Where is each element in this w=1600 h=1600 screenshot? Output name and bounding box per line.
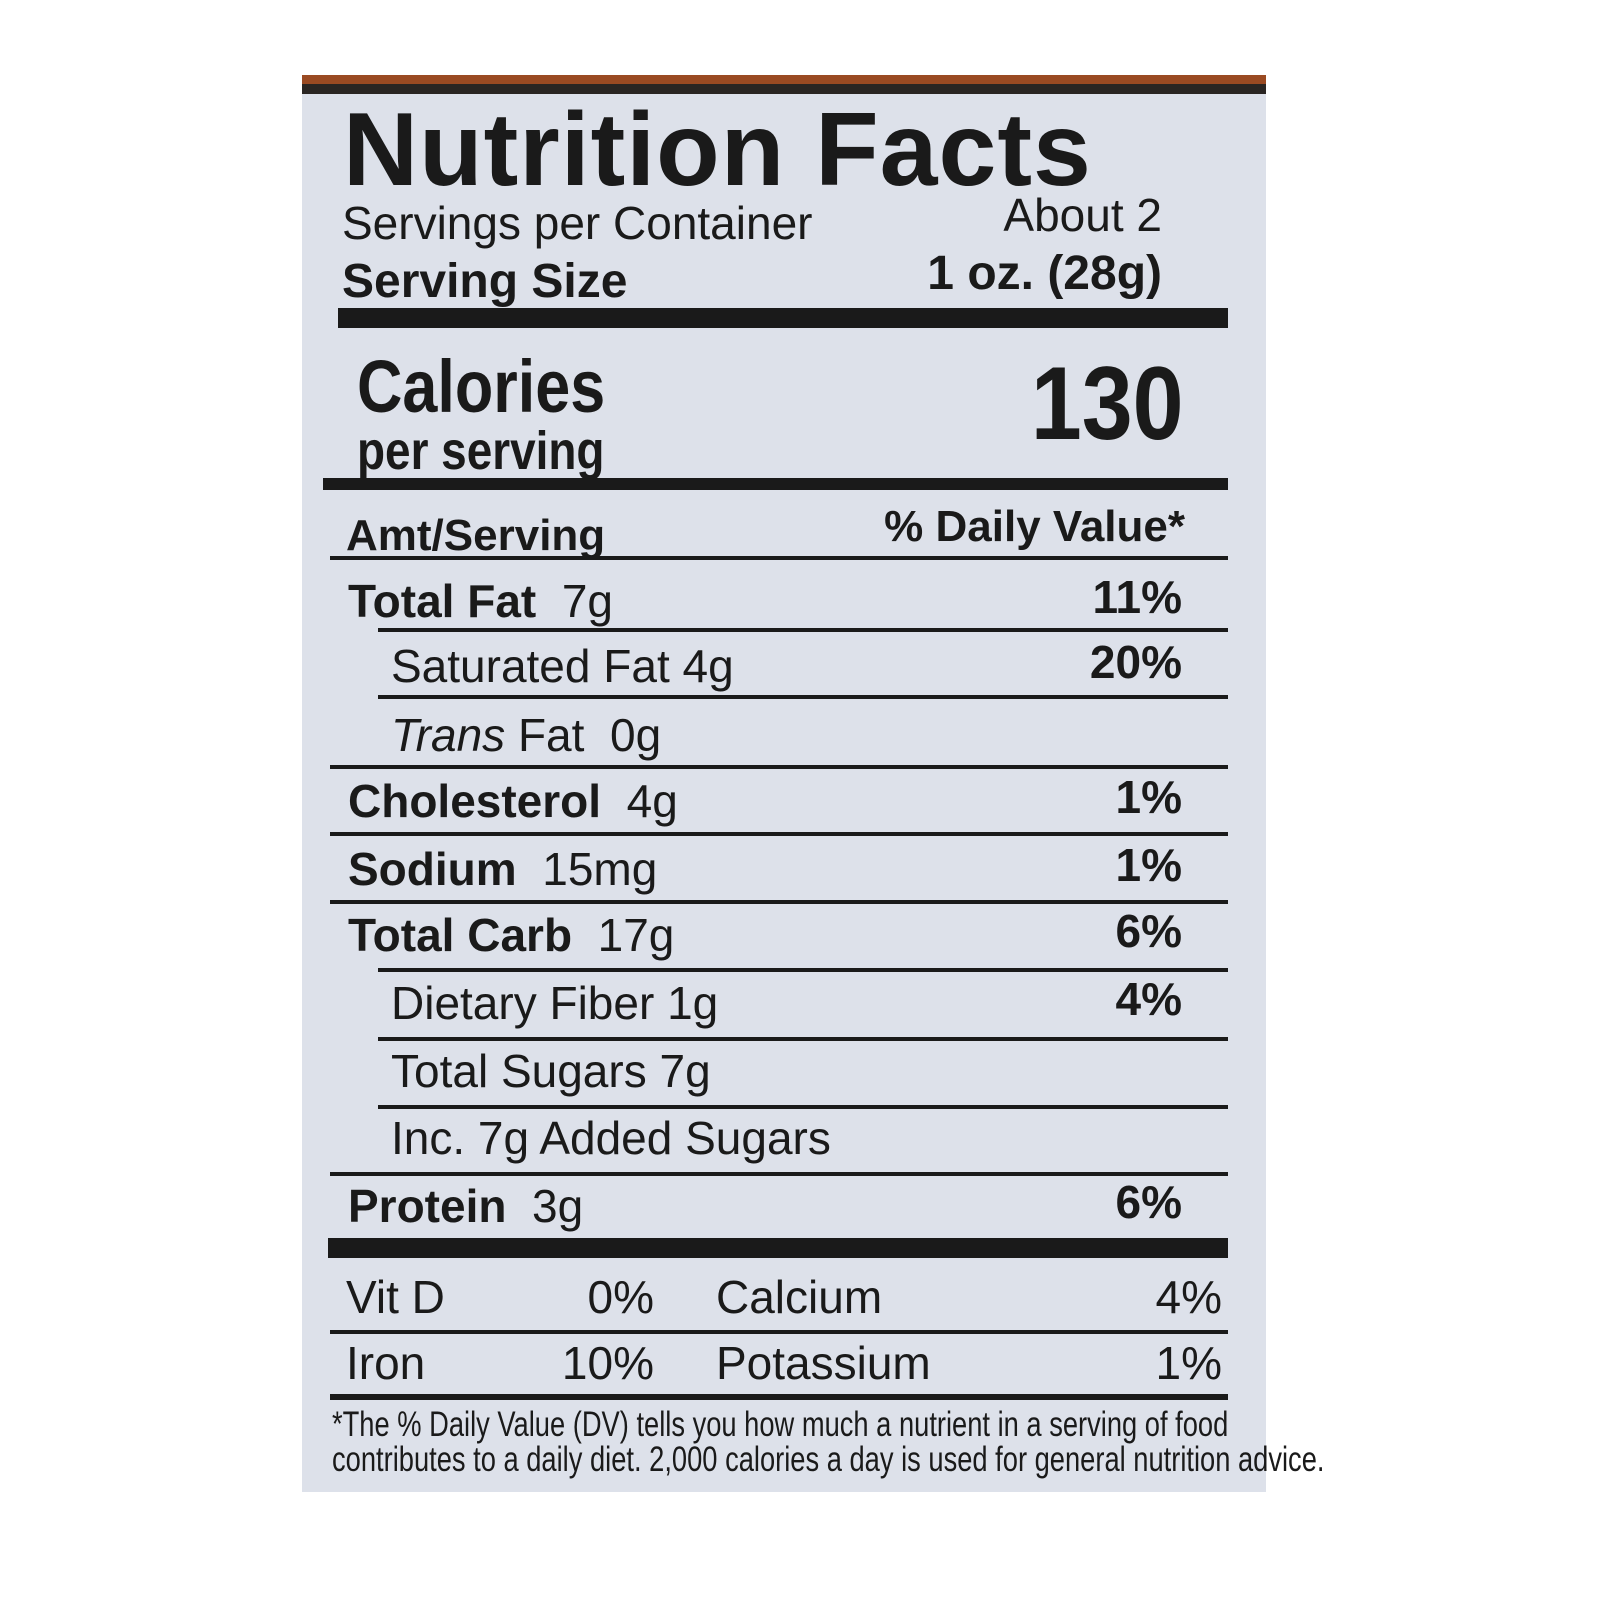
nutrient-daily-value: 1% (1115, 839, 1182, 891)
nutrient-amount: 4g (626, 775, 678, 827)
daily-value-header: % Daily Value* (884, 502, 1185, 551)
nutrient-name: Cholesterol (348, 775, 602, 827)
amt-serving-header: Amt/Serving (346, 511, 606, 560)
thick-divider (328, 1238, 1228, 1258)
thick-divider (338, 308, 1228, 328)
serving-size-label: Serving Size (342, 255, 628, 308)
vitamin-dv: 1% (1155, 1337, 1222, 1389)
nutrient-amount: 1g (667, 977, 719, 1029)
divider (378, 1037, 1228, 1041)
nutrient-daily-value: 6% (1115, 1176, 1182, 1228)
nutrient-name: Total Fat (348, 575, 537, 627)
nutrient-name-suffix: Fat (517, 709, 585, 761)
package-edge (302, 75, 1266, 84)
nutrient-name: Total Carb (348, 909, 573, 961)
divider (330, 900, 1228, 904)
nutrient-amount: 15mg (542, 843, 658, 895)
nutrient-amount: 7g (659, 1045, 711, 1097)
nutrient-row: Saturated Fat 4g (391, 643, 734, 689)
vitamin-dv: 10% (561, 1337, 654, 1389)
footnote-line: contributes to a daily diet. 2,000 calor… (332, 1440, 1325, 1479)
vitamin-name: Vit D (346, 1271, 445, 1323)
vitamin-name: Calcium (716, 1271, 883, 1323)
nutrient-name: Inc. 7g Added Sugars (391, 1112, 831, 1164)
nutrient-name: Protein (348, 1180, 507, 1232)
nutrient-amount: 4g (682, 640, 734, 692)
nutrient-row: Dietary Fiber 1g (391, 980, 718, 1026)
nutrient-daily-value: 4% (1115, 973, 1182, 1025)
nutrient-daily-value: 20% (1089, 636, 1182, 688)
servings-value: About 2 (1003, 189, 1162, 241)
vitamin-name: Iron (346, 1337, 426, 1389)
divider (330, 1330, 1228, 1334)
divider (330, 765, 1228, 769)
nutrient-row: Sodium 15mg (348, 846, 657, 892)
calories-label: Calories (357, 345, 606, 428)
nutrient-amount: 0g (609, 709, 662, 761)
nutrient-amount: 3g (532, 1180, 584, 1232)
nutrient-daily-value: 11% (1092, 571, 1182, 623)
nutrient-name: Trans (391, 709, 506, 761)
calories-sublabel: per serving (357, 421, 605, 481)
nutrient-daily-value: 6% (1115, 905, 1182, 957)
divider (330, 556, 1228, 560)
nutrient-row: Protein 3g (348, 1183, 583, 1229)
divider (378, 1105, 1228, 1109)
serving-size-value: 1 oz. (28g) (927, 247, 1162, 300)
nutrient-amount: 17g (597, 909, 675, 961)
divider (378, 968, 1228, 972)
vitamin-dv: 4% (1155, 1271, 1222, 1323)
medium-divider (323, 478, 1228, 490)
nutrient-name: Sodium (348, 843, 517, 895)
nutrient-name: Total Sugars (391, 1045, 647, 1097)
vitamin-dv: 0% (587, 1271, 654, 1323)
nutrient-row: Total Sugars 7g (391, 1048, 711, 1094)
divider (330, 1394, 1228, 1400)
divider (330, 1172, 1228, 1176)
package-band (302, 84, 1266, 94)
label-title: Nutrition Facts (343, 92, 1092, 208)
nutrient-row: Total Carb 17g (348, 912, 674, 958)
nutrient-daily-value: 1% (1115, 771, 1182, 823)
calories-value: 130 (1031, 346, 1184, 462)
nutrient-amount: 7g (561, 575, 613, 627)
nutrient-row: Trans Fat 0g (391, 712, 661, 758)
nutrient-name: Dietary Fiber (391, 977, 655, 1029)
nutrient-row: Inc. 7g Added Sugars (391, 1115, 831, 1161)
divider (330, 832, 1228, 836)
divider (378, 628, 1228, 632)
servings-label: Servings per Container (342, 197, 813, 249)
divider (378, 695, 1228, 699)
vitamin-name: Potassium (716, 1337, 931, 1389)
footnote-line: *The % Daily Value (DV) tells you how mu… (332, 1405, 1229, 1444)
nutrient-row: Cholesterol 4g (348, 778, 678, 824)
nutrient-row: Total Fat 7g (348, 578, 613, 624)
nutrient-name: Saturated Fat (391, 640, 670, 692)
